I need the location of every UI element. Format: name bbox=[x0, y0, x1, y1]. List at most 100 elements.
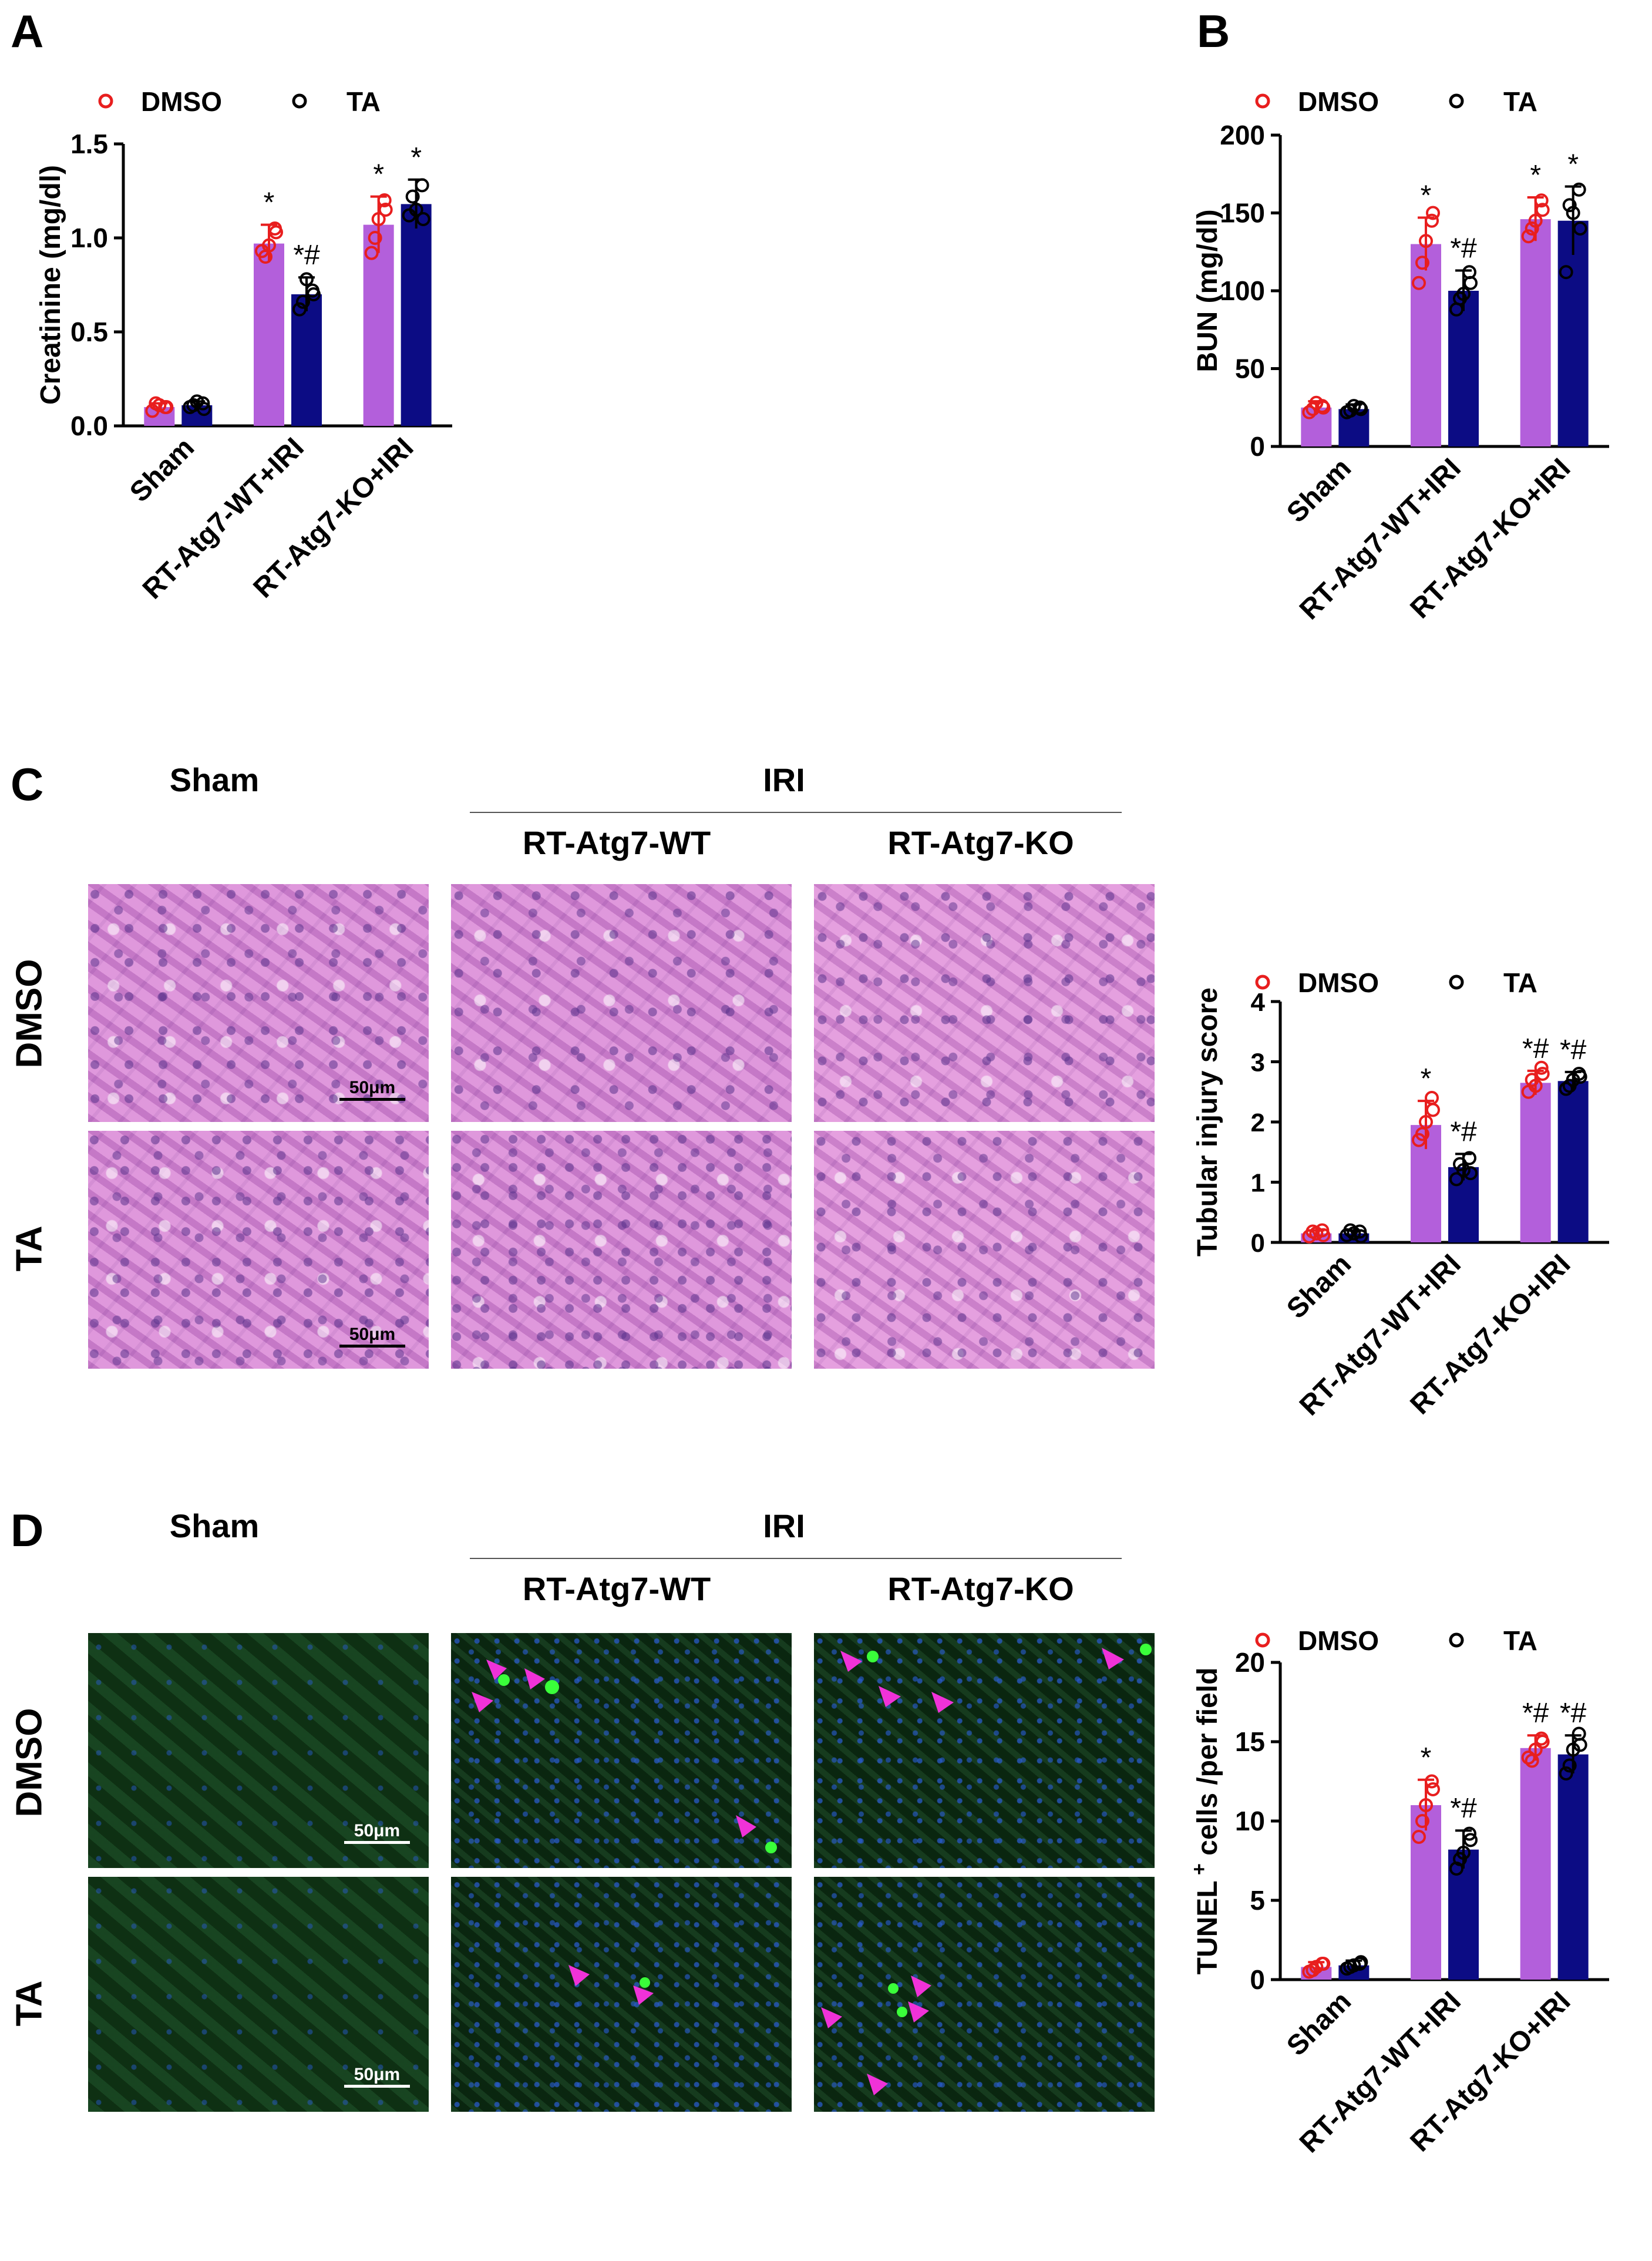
data-point bbox=[1463, 1833, 1478, 1847]
legend-dmso-label: DMSO bbox=[1298, 1625, 1379, 1656]
data-point bbox=[1562, 198, 1577, 213]
data-point bbox=[1343, 1223, 1358, 1238]
tunel-markers bbox=[472, 1659, 777, 1853]
legend-dmso-marker bbox=[1255, 93, 1270, 109]
bar bbox=[1411, 1805, 1441, 1980]
data-point bbox=[1559, 1766, 1573, 1780]
y-tick-label: 1.0 bbox=[70, 223, 108, 253]
data-point bbox=[1534, 193, 1549, 208]
data-point bbox=[405, 189, 420, 204]
data-point bbox=[1426, 206, 1440, 220]
arrowhead-icon bbox=[931, 1692, 954, 1713]
data-point bbox=[1573, 1738, 1587, 1752]
data-point bbox=[409, 203, 423, 217]
arrowhead-icon bbox=[821, 2007, 842, 2028]
y-tick-label: 10 bbox=[1235, 1806, 1265, 1836]
data-point bbox=[364, 246, 379, 260]
y-tick-label: 20 bbox=[1235, 1647, 1265, 1678]
legend-ta-label: TA bbox=[1503, 86, 1537, 117]
data-point bbox=[1425, 213, 1439, 228]
legend-ta-marker bbox=[1449, 93, 1464, 109]
data-point bbox=[1426, 1103, 1440, 1117]
data-point bbox=[1463, 1166, 1478, 1181]
data-point bbox=[371, 212, 386, 226]
legend-ta-marker bbox=[1449, 975, 1464, 990]
data-point bbox=[1354, 1955, 1368, 1970]
data-point bbox=[1572, 182, 1586, 197]
arrowhead-icon bbox=[879, 1686, 901, 1707]
data-point bbox=[269, 225, 283, 240]
data-point bbox=[1525, 221, 1539, 236]
data-point bbox=[1535, 203, 1550, 217]
significance-label: * bbox=[373, 159, 384, 190]
legend-dmso-label: DMSO bbox=[1298, 967, 1379, 998]
significance-label: *# bbox=[1560, 1698, 1587, 1729]
legend-dmso-label: DMSO bbox=[1298, 86, 1379, 117]
tunel-positive-cell bbox=[498, 1674, 510, 1686]
data-point bbox=[1562, 1079, 1577, 1093]
tunel-positive-cell bbox=[897, 2007, 907, 2017]
legend-ta-marker bbox=[1449, 1632, 1464, 1648]
data-point bbox=[1419, 1798, 1433, 1812]
arrowhead-icon bbox=[867, 2074, 888, 2095]
bar bbox=[1557, 220, 1589, 446]
data-point bbox=[197, 402, 211, 416]
data-point bbox=[1412, 276, 1426, 290]
data-point bbox=[1566, 206, 1580, 220]
y-tick-label: 100 bbox=[1220, 276, 1265, 306]
tunel-image-ko-ta bbox=[814, 1877, 1155, 2112]
data-point bbox=[415, 178, 429, 193]
tunel-markers bbox=[840, 1644, 1152, 1713]
data-point bbox=[1535, 1067, 1550, 1081]
tunel-positive-cell bbox=[640, 1977, 650, 1988]
header-iri-c: IRI bbox=[763, 761, 805, 798]
data-point bbox=[1525, 1073, 1539, 1087]
row-label-dmso-d: DMSO bbox=[9, 1708, 50, 1817]
arrowhead-icon bbox=[633, 1985, 654, 2005]
data-point bbox=[1449, 1172, 1463, 1187]
data-point bbox=[1525, 1753, 1539, 1768]
y-tick-label: 1.5 bbox=[70, 129, 108, 159]
data-point bbox=[1453, 291, 1467, 306]
y-tick-label: 200 bbox=[1220, 120, 1265, 150]
arrowhead-icon bbox=[736, 1815, 756, 1837]
y-axis-label: Creatinine (mg/dl) bbox=[35, 165, 66, 405]
data-point bbox=[1354, 402, 1368, 416]
iri-divider-c bbox=[470, 812, 1122, 813]
legend-dmso-marker bbox=[1255, 975, 1270, 990]
data-point bbox=[258, 250, 272, 264]
tunel-positive-cell bbox=[1140, 1644, 1152, 1655]
data-point bbox=[1415, 256, 1429, 270]
data-point bbox=[377, 193, 392, 207]
bar bbox=[1411, 244, 1441, 446]
data-point bbox=[1425, 1774, 1439, 1789]
scale-bar: 50μm bbox=[339, 1078, 405, 1101]
significance-label: * bbox=[1421, 180, 1432, 211]
he-image-ko-dmso bbox=[814, 884, 1155, 1122]
tunel-positive-cell bbox=[765, 1842, 777, 1853]
significance-label: *# bbox=[1522, 1698, 1549, 1729]
data-point bbox=[1302, 405, 1317, 419]
data-point bbox=[368, 231, 382, 245]
bar bbox=[254, 243, 284, 426]
data-point bbox=[1419, 234, 1433, 248]
significance-label: *# bbox=[1450, 1116, 1477, 1147]
arrowhead-icon bbox=[486, 1659, 507, 1680]
significance-label: * bbox=[411, 142, 422, 173]
data-point bbox=[1559, 265, 1573, 280]
bar bbox=[1448, 1849, 1479, 1980]
header-iri-d: IRI bbox=[763, 1507, 805, 1544]
bar bbox=[1557, 1081, 1589, 1242]
y-tick-label: 15 bbox=[1235, 1726, 1265, 1757]
legend-ta-label: TA bbox=[1503, 967, 1537, 998]
bar bbox=[1520, 1083, 1551, 1242]
data-point bbox=[1415, 1814, 1429, 1828]
x-tick-label: Sham bbox=[1281, 1985, 1357, 2062]
data-point bbox=[1419, 1115, 1433, 1129]
tunel-markers bbox=[568, 1965, 654, 2005]
data-point bbox=[1453, 1157, 1467, 1171]
legend-ta-marker bbox=[292, 93, 307, 109]
y-tick-label: 50 bbox=[1235, 354, 1265, 384]
data-point bbox=[1562, 1758, 1577, 1773]
